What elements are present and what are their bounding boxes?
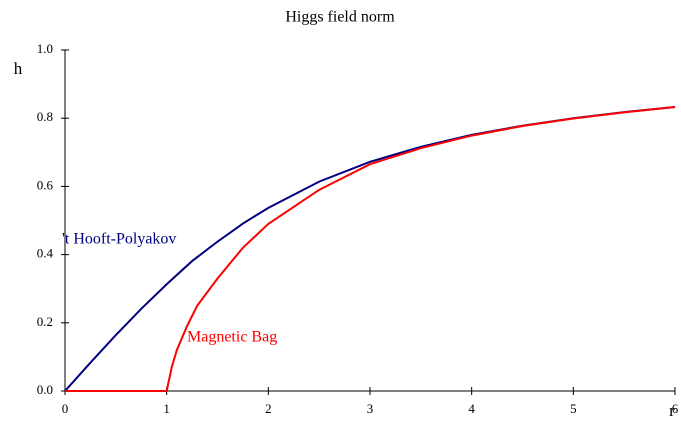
y-axis-label: h (14, 59, 23, 78)
x-tick-label: 0 (62, 401, 69, 416)
y-tick-label: 0.0 (37, 382, 53, 397)
x-tick-label: 6 (672, 401, 679, 416)
x-tick-label: 2 (265, 401, 272, 416)
x-tick-label: 3 (367, 401, 374, 416)
x-tick-label: 1 (163, 401, 170, 416)
line-series (64, 105, 676, 392)
y-tick-label: 0.4 (37, 246, 54, 261)
x-tick-label: 5 (570, 401, 577, 416)
y-tick-label: 0.6 (37, 177, 54, 192)
y-tick-label: 0.2 (37, 314, 53, 329)
chart-title: Higgs field norm (285, 9, 395, 26)
series-label: Magnetic Bag (187, 329, 277, 346)
y-tick-label: 1.0 (37, 41, 53, 56)
series-label: 't Hooft-Polyakov (62, 231, 176, 248)
y-tick-label: 0.8 (37, 109, 53, 124)
line-series (65, 105, 676, 392)
x-axis-label: r (669, 401, 675, 420)
x-tick-label: 4 (468, 401, 475, 416)
